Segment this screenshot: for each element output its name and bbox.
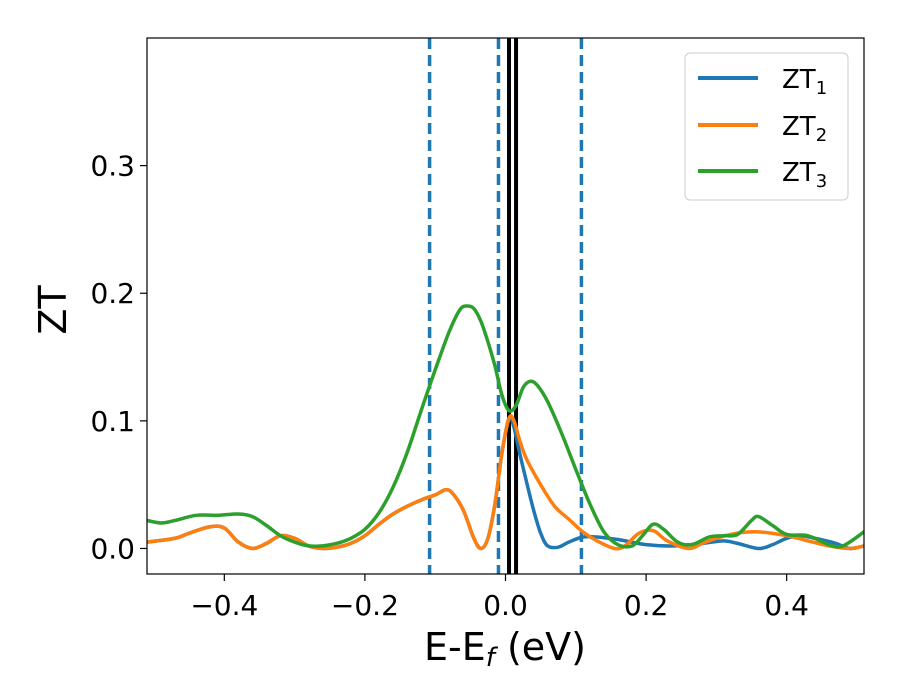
- svg-text:ZT1: ZT1: [782, 65, 827, 99]
- y-axis-title: ZT: [31, 285, 75, 335]
- x-tick-label: −0.4: [190, 589, 258, 622]
- y-tick-label: 0.2: [90, 277, 135, 310]
- y-tick-label: 0.0: [90, 532, 135, 565]
- legend: ZT1 ZT2 ZT3: [684, 52, 849, 201]
- y-axis-ticks: 0.0 0.1 0.2 0.3: [90, 150, 147, 565]
- svg-text:ZT3: ZT3: [782, 158, 827, 192]
- x-tick-label: 0.2: [624, 589, 669, 622]
- legend-entry-zt1: ZT1: [698, 65, 827, 99]
- legend-entry-zt3: ZT3: [698, 158, 827, 192]
- legend-box: [684, 52, 849, 201]
- legend-entry-zt2: ZT2: [698, 112, 827, 146]
- x-tick-label: 0.4: [764, 589, 809, 622]
- x-axis-title: E-Ef (eV): [424, 625, 586, 673]
- x-axis-ticks: −0.4 −0.2 0.0 0.2 0.4: [190, 574, 809, 622]
- series-line-zt2: [147, 414, 864, 551]
- x-tick-label: 0.0: [483, 589, 528, 622]
- y-tick-label: 0.1: [90, 405, 135, 438]
- y-tick-label: 0.3: [90, 150, 135, 183]
- x-tick-label: −0.2: [331, 589, 399, 622]
- series-line-zt3: [147, 304, 864, 549]
- svg-text:ZT2: ZT2: [782, 112, 827, 146]
- series-lines: [147, 304, 864, 551]
